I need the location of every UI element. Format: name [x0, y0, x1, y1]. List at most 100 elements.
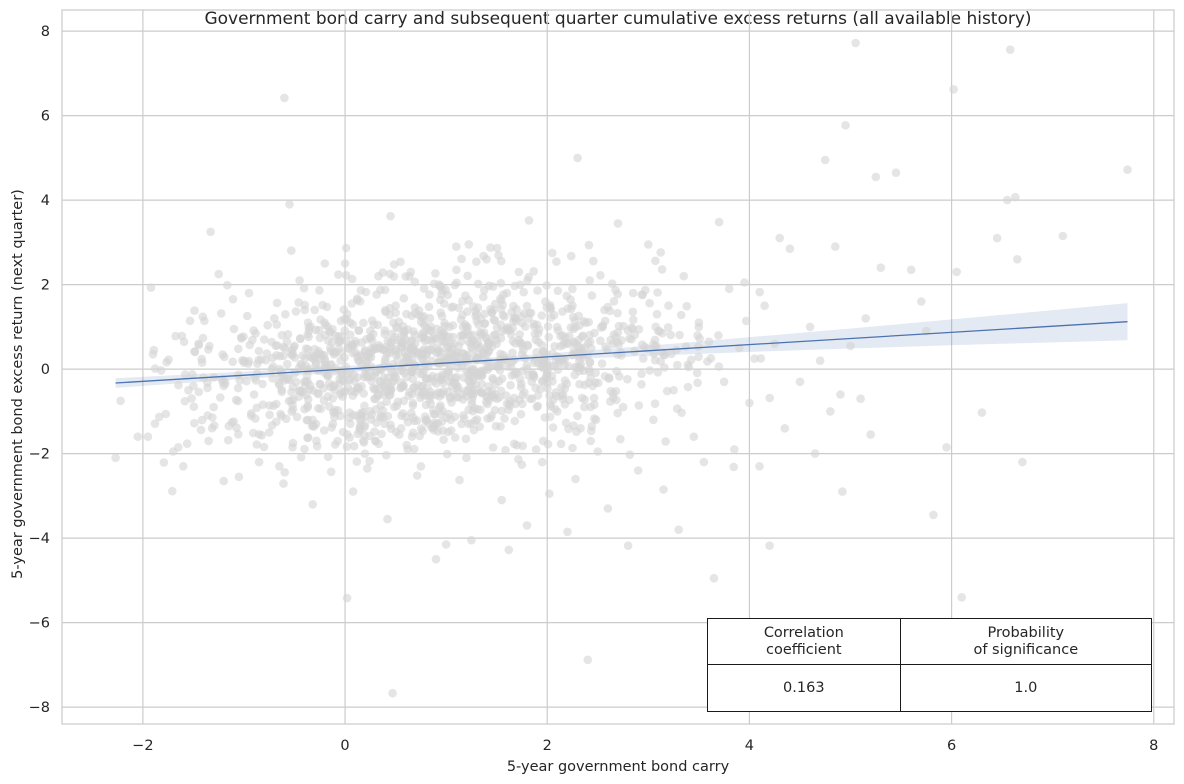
data-point [496, 354, 505, 364]
data-point [507, 307, 517, 317]
data-point [159, 458, 169, 467]
data-point [649, 415, 658, 425]
data-point [307, 421, 317, 431]
data-point [427, 423, 437, 433]
data-point [342, 593, 352, 603]
data-point [476, 387, 485, 397]
data-point [223, 280, 232, 290]
data-point [341, 243, 351, 253]
data-point [673, 360, 682, 370]
data-point [348, 348, 358, 358]
data-point [303, 403, 312, 412]
data-point [436, 348, 445, 358]
data-point [891, 168, 901, 177]
data-point [464, 240, 474, 249]
data-point [637, 369, 646, 379]
data-point [548, 248, 557, 258]
data-point [695, 334, 704, 343]
data-point [468, 376, 477, 385]
data-point [421, 351, 431, 360]
data-point [645, 298, 654, 308]
data-point [500, 414, 509, 423]
data-point [522, 301, 532, 311]
data-point [365, 456, 374, 466]
data-point [676, 310, 686, 320]
data-point [383, 514, 392, 524]
data-point [448, 302, 458, 312]
data-point [604, 374, 614, 384]
data-point [553, 286, 563, 296]
data-point [525, 394, 535, 404]
data-point [672, 345, 681, 355]
data-point [149, 345, 159, 355]
data-point [150, 364, 160, 373]
data-point [283, 374, 293, 383]
data-point [288, 438, 298, 448]
data-point [580, 395, 589, 404]
data-point [228, 357, 237, 367]
data-point [359, 389, 369, 398]
data-point [251, 414, 260, 423]
data-point [652, 309, 662, 319]
data-point [348, 410, 358, 420]
data-point [185, 316, 195, 326]
data-point [494, 361, 504, 371]
y-tick-label: −4 [29, 531, 50, 547]
data-point [992, 233, 1002, 243]
data-point [174, 443, 183, 452]
data-point [301, 353, 310, 363]
data-point [851, 38, 860, 48]
data-point [730, 445, 739, 454]
data-point [409, 444, 419, 454]
chart-title: Government bond carry and subsequent qua… [204, 9, 1031, 29]
data-point [689, 432, 699, 442]
y-axis-label: 5-year government bond excess return (ne… [10, 189, 26, 579]
data-point [606, 335, 615, 345]
data-point [408, 428, 418, 438]
data-point [1011, 192, 1020, 202]
data-point [281, 414, 291, 424]
data-point [653, 368, 663, 377]
data-point [347, 274, 357, 284]
data-point [189, 381, 198, 391]
data-point [355, 426, 365, 436]
data-point [339, 387, 349, 397]
data-point [464, 369, 473, 379]
data-point [197, 415, 207, 425]
data-point [669, 385, 678, 395]
data-point [233, 396, 243, 406]
data-point [615, 372, 624, 381]
data-point [575, 379, 584, 389]
data-point [323, 336, 333, 346]
data-point [352, 457, 362, 466]
data-point [509, 439, 519, 449]
data-point [254, 355, 263, 365]
data-point [357, 338, 367, 347]
data-point [805, 322, 815, 332]
data-point [609, 297, 619, 306]
data-point [593, 447, 603, 456]
data-point [330, 366, 340, 376]
data-point [831, 242, 840, 251]
data-point [476, 330, 486, 340]
data-point [598, 321, 608, 330]
data-point [587, 426, 596, 436]
data-point [558, 390, 568, 400]
data-point [319, 384, 328, 393]
data-point [467, 535, 476, 545]
data-point [942, 443, 951, 452]
data-point [443, 353, 453, 363]
data-point [586, 373, 595, 383]
data-point [116, 396, 125, 406]
data-point [554, 358, 564, 367]
data-point [339, 376, 348, 386]
data-point [602, 345, 612, 355]
data-point [662, 386, 672, 396]
x-tick-label: 8 [1149, 738, 1158, 754]
data-point [392, 322, 401, 332]
data-point [420, 336, 430, 346]
data-point [523, 276, 532, 285]
regression-line [115, 321, 1128, 384]
data-point [425, 313, 435, 323]
data-point [425, 290, 434, 299]
